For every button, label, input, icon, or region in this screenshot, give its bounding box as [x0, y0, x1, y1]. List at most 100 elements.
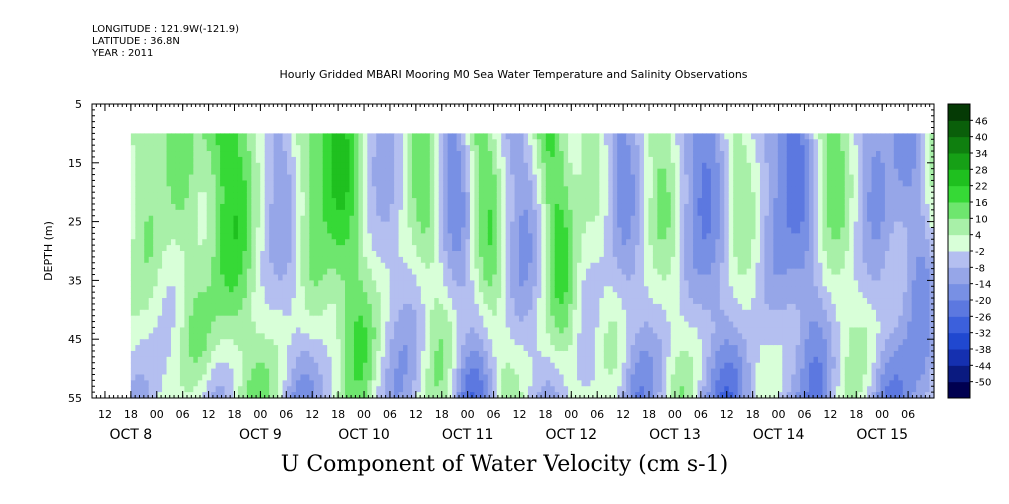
heatmap-cell: [157, 203, 163, 211]
heatmap-cell: [420, 227, 426, 234]
heatmap-cell: [242, 333, 248, 340]
heatmap-cell: [385, 139, 391, 146]
heatmap-cell: [282, 321, 288, 329]
heatmap-cell: [403, 356, 409, 364]
heatmap-cell: [608, 315, 614, 323]
heatmap-cell: [171, 221, 177, 229]
heatmap-cell: [197, 180, 203, 187]
heatmap-cell: [300, 186, 306, 193]
heatmap-cell: [367, 233, 373, 240]
heatmap-cell: [193, 380, 199, 387]
heatmap-cell: [309, 380, 315, 387]
heatmap-cell: [568, 274, 574, 281]
heatmap-cell: [523, 239, 529, 246]
heatmap-cell: [581, 298, 587, 305]
heatmap-cell: [282, 209, 288, 217]
heatmap-cell: [255, 174, 261, 182]
heatmap-cell: [188, 386, 194, 393]
heatmap-cell: [336, 174, 342, 182]
heatmap-cell: [215, 203, 221, 211]
heatmap-cell: [523, 274, 529, 281]
heatmap-cell: [184, 374, 190, 381]
heatmap-cell: [385, 392, 391, 399]
heatmap-cell: [318, 209, 324, 217]
heatmap-cell: [394, 298, 400, 305]
heatmap-cell: [153, 145, 159, 152]
heatmap-cell: [594, 233, 600, 240]
heatmap-cell: [545, 198, 551, 205]
heatmap-cell: [474, 268, 480, 276]
heatmap-cell: [594, 339, 600, 346]
heatmap-cell: [376, 380, 382, 387]
heatmap-cell: [171, 156, 177, 164]
heatmap-cell: [389, 345, 395, 352]
heatmap-cell: [536, 292, 542, 299]
heatmap-cell: [519, 321, 525, 329]
heatmap-cell: [336, 392, 342, 399]
heatmap-cell: [162, 156, 168, 164]
heatmap-cell: [465, 221, 471, 229]
heatmap-cell: [171, 198, 177, 205]
heatmap-cell: [184, 327, 190, 334]
heatmap-cell: [532, 133, 538, 140]
heatmap-cell: [603, 256, 609, 264]
heatmap-cell: [545, 327, 551, 334]
heatmap-cell: [469, 174, 476, 182]
heatmap-cell: [536, 356, 542, 364]
heatmap-cell: [380, 198, 386, 205]
heatmap-cell: [407, 192, 413, 199]
heatmap-cell: [474, 156, 480, 164]
heatmap-cell: [139, 362, 145, 370]
heatmap-cell: [483, 350, 489, 358]
heatmap-cell: [166, 151, 172, 158]
heatmap-cell: [295, 209, 302, 217]
heatmap-cell: [420, 368, 426, 376]
heatmap-cell: [273, 239, 279, 246]
heatmap-cell: [532, 386, 538, 393]
heatmap-cell: [291, 203, 297, 211]
heatmap-cell: [153, 268, 159, 276]
heatmap-cell: [184, 198, 190, 205]
heatmap-cell: [523, 309, 529, 317]
heatmap-cell: [229, 209, 235, 217]
heatmap-cell: [211, 192, 217, 199]
heatmap-cell: [264, 268, 270, 276]
heatmap-cell: [443, 345, 449, 352]
heatmap-cell: [559, 362, 565, 370]
heatmap-cell: [224, 215, 230, 223]
heatmap-cell: [349, 315, 355, 323]
heatmap-cell: [447, 362, 453, 370]
heatmap-cell: [291, 256, 297, 264]
heatmap-cell: [469, 233, 476, 240]
heatmap-cell: [273, 180, 279, 187]
heatmap-cell: [380, 392, 386, 399]
heatmap-cell: [135, 374, 141, 381]
heatmap-cell: [568, 251, 574, 258]
heatmap-cell: [425, 162, 431, 170]
heatmap-cell: [568, 145, 574, 152]
heatmap-cell: [157, 245, 163, 252]
heatmap-cell: [295, 380, 302, 387]
heatmap-cell: [278, 286, 284, 293]
heatmap-cell: [242, 215, 248, 223]
heatmap-cell: [510, 233, 516, 240]
heatmap-cell: [514, 227, 520, 234]
heatmap-cell: [287, 286, 293, 293]
heatmap-cell: [282, 180, 288, 187]
heatmap-cell: [336, 268, 342, 276]
heatmap-cell: [202, 368, 208, 376]
heatmap-cell: [581, 133, 587, 140]
heatmap-cell: [175, 174, 181, 182]
heatmap-cell: [510, 145, 516, 152]
heatmap-cell: [416, 233, 422, 240]
heatmap-cell: [590, 368, 596, 376]
heatmap-cell: [331, 298, 337, 305]
heatmap-cell: [411, 280, 418, 287]
heatmap-cell: [532, 333, 538, 340]
heatmap-cell: [420, 151, 426, 158]
heatmap-cell: [581, 186, 587, 193]
heatmap-cell: [385, 374, 391, 381]
heatmap-cell: [438, 198, 444, 205]
heatmap-cell: [577, 339, 583, 346]
heatmap-cell: [394, 156, 400, 164]
